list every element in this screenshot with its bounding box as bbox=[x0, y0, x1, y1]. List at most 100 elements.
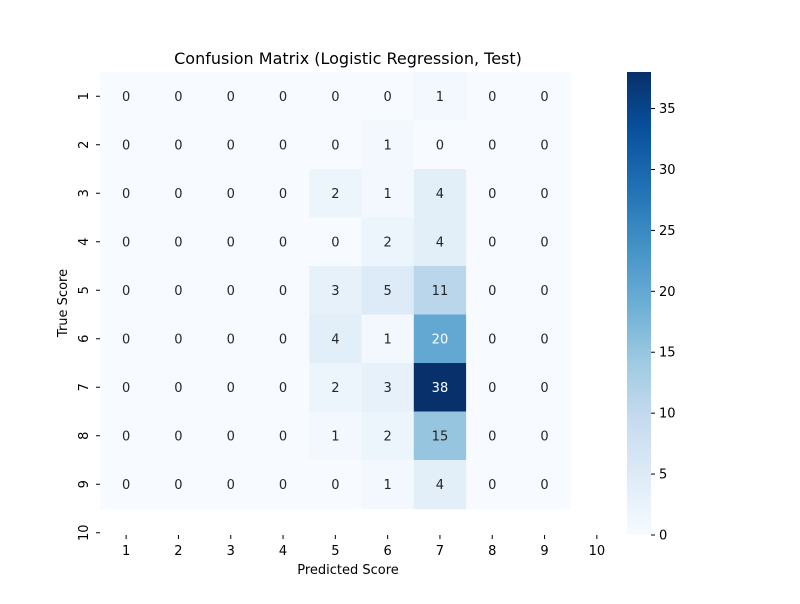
heatmap-cell bbox=[361, 120, 415, 170]
heatmap-cell bbox=[100, 120, 153, 170]
y-tick-label: 7 bbox=[77, 383, 92, 391]
heatmap-cell bbox=[413, 266, 467, 316]
heatmap-cell bbox=[256, 314, 310, 364]
heatmap-cell bbox=[256, 266, 310, 316]
cell-value-label: 0 bbox=[540, 478, 548, 493]
heatmap-cell bbox=[204, 363, 258, 413]
y-tick-label: 10 bbox=[77, 524, 92, 541]
heatmap-cell bbox=[518, 266, 572, 316]
cell-value-label: 0 bbox=[122, 332, 130, 347]
colorbar-tick-label: 20 bbox=[659, 285, 676, 300]
x-tick-label: 9 bbox=[540, 544, 548, 559]
cell-value-label: 0 bbox=[488, 332, 496, 347]
cell-value-label: 0 bbox=[122, 235, 130, 250]
heatmap-cell bbox=[100, 72, 153, 122]
heatmap-cell bbox=[361, 314, 415, 364]
heatmap-cell bbox=[204, 72, 258, 122]
colorbar-tick-label: 35 bbox=[659, 102, 676, 117]
heatmap-cell bbox=[361, 217, 415, 267]
heatmap-cell bbox=[256, 411, 310, 461]
heatmap-cell bbox=[309, 460, 363, 510]
heatmap-cell bbox=[204, 411, 258, 461]
heatmap-cell bbox=[100, 266, 153, 316]
cell-value-label: 4 bbox=[436, 187, 444, 202]
cell-value-label: 0 bbox=[227, 187, 235, 202]
heatmap-cell bbox=[152, 314, 206, 364]
heatmap-cell bbox=[413, 72, 467, 122]
heatmap-cell bbox=[152, 460, 206, 510]
cell-value-label: 0 bbox=[488, 429, 496, 444]
heatmap-cell bbox=[466, 217, 519, 267]
heatmap-cell bbox=[413, 460, 467, 510]
heatmap-cell bbox=[361, 460, 415, 510]
heatmap-cell bbox=[309, 217, 363, 267]
heatmap-annotations: 0 0 0 0 0 0 1 0 0 0 0 0 0 0 1 0 0 0 0 0 0 0 2 1 4 0 0 0 0 0 0 0 2 4 0 0 0 0 0 0… bbox=[122, 90, 549, 493]
heatmap-cell bbox=[256, 363, 310, 413]
cell-value-label: 0 bbox=[122, 429, 130, 444]
cell-value-label: 0 bbox=[174, 381, 182, 396]
cell-value-label: 3 bbox=[384, 381, 392, 396]
y-tick-label: 1 bbox=[77, 92, 92, 100]
cell-value-label: 0 bbox=[279, 284, 287, 299]
x-tick-label: 4 bbox=[279, 544, 287, 559]
heatmap-cell bbox=[413, 120, 467, 170]
y-tick-label: 6 bbox=[77, 335, 92, 343]
x-tick-label: 5 bbox=[331, 544, 339, 559]
heatmap-cell bbox=[518, 72, 572, 122]
cell-value-label: 0 bbox=[540, 235, 548, 250]
cell-value-label: 0 bbox=[174, 284, 182, 299]
cell-value-label: 0 bbox=[331, 138, 339, 153]
cell-value-label: 2 bbox=[384, 235, 392, 250]
cell-value-label: 0 bbox=[331, 478, 339, 493]
cell-value-label: 0 bbox=[488, 187, 496, 202]
heatmap-cell bbox=[256, 120, 310, 170]
heatmap-cell bbox=[152, 120, 206, 170]
cell-value-label: 1 bbox=[384, 478, 392, 493]
colorbar-ticks: 0 5 10 15 20 25 30 35 bbox=[651, 102, 676, 544]
cell-value-label: 4 bbox=[436, 478, 444, 493]
heatmap-cell bbox=[361, 411, 415, 461]
cell-value-label: 0 bbox=[227, 332, 235, 347]
heatmap-cell bbox=[256, 72, 310, 122]
cell-value-label: 4 bbox=[331, 332, 339, 347]
heatmap-cell bbox=[152, 411, 206, 461]
heatmap-cell bbox=[204, 266, 258, 316]
heatmap-cell bbox=[466, 411, 519, 461]
cell-value-label: 1 bbox=[384, 138, 392, 153]
cell-value-label: 0 bbox=[279, 90, 287, 105]
heatmap-cell bbox=[413, 169, 467, 219]
cell-value-label: 0 bbox=[540, 187, 548, 202]
x-tick-label: 8 bbox=[488, 544, 496, 559]
colorbar-tick-label: 5 bbox=[659, 468, 667, 483]
cell-value-label: 0 bbox=[384, 90, 392, 105]
cell-value-label: 0 bbox=[488, 284, 496, 299]
cell-value-label: 2 bbox=[331, 187, 339, 202]
heatmap-cell bbox=[466, 314, 519, 364]
heatmap-cell bbox=[204, 217, 258, 267]
heatmap-cell bbox=[152, 363, 206, 413]
cell-value-label: 0 bbox=[279, 235, 287, 250]
cell-value-label: 0 bbox=[436, 138, 444, 153]
cell-value-label: 0 bbox=[488, 381, 496, 396]
heatmap-cell bbox=[309, 266, 363, 316]
cell-value-label: 0 bbox=[488, 138, 496, 153]
cell-value-label: 0 bbox=[227, 138, 235, 153]
cell-value-label: 3 bbox=[331, 284, 339, 299]
heatmap-cell bbox=[466, 266, 519, 316]
heatmap-cell bbox=[100, 314, 153, 364]
colorbar-tick-label: 30 bbox=[659, 163, 676, 178]
cell-value-label: 0 bbox=[540, 284, 548, 299]
cell-value-label: 0 bbox=[174, 90, 182, 105]
heatmap-cell bbox=[100, 169, 153, 219]
heatmap-cell bbox=[361, 72, 415, 122]
y-tick-label: 8 bbox=[77, 432, 92, 440]
heatmap-cell bbox=[309, 314, 363, 364]
heatmap-cell bbox=[518, 363, 572, 413]
cell-value-label: 0 bbox=[122, 284, 130, 299]
cell-value-label: 0 bbox=[174, 429, 182, 444]
colorbar-tick-label: 25 bbox=[659, 224, 676, 239]
heatmap-cell bbox=[361, 363, 415, 413]
x-tick-label: 2 bbox=[174, 544, 182, 559]
cell-value-label: 0 bbox=[540, 381, 548, 396]
